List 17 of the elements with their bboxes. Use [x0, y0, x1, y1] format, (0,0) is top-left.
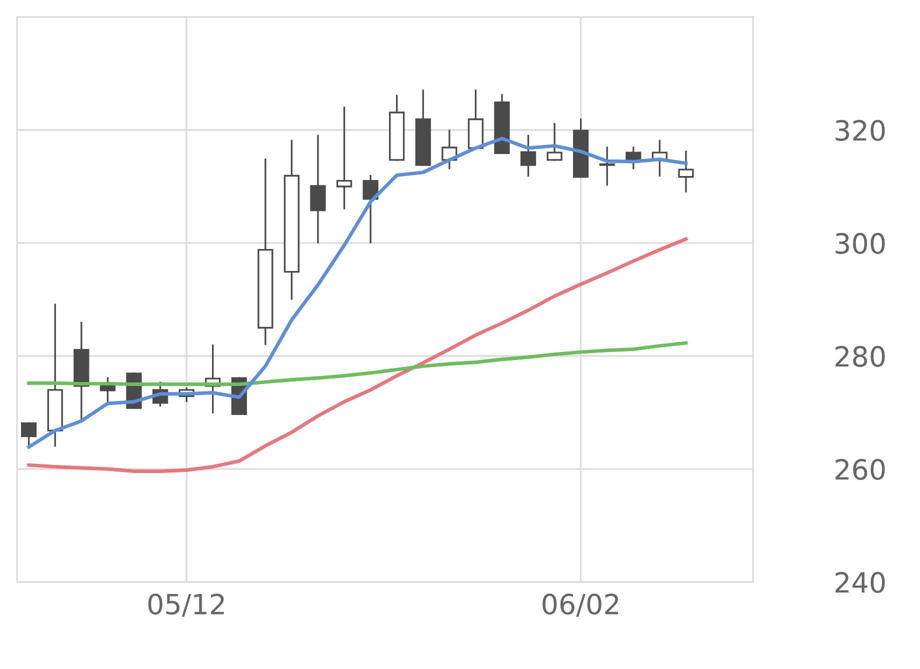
candlestick — [336, 106, 352, 210]
candlestick — [520, 134, 536, 177]
line-series — [27, 136, 688, 449]
x-tick-label: 05/12 — [148, 594, 224, 617]
y-tick-label: 300 — [836, 232, 885, 254]
y-tick-label: 240 — [836, 572, 885, 593]
line-series — [27, 237, 688, 473]
candlestick — [21, 422, 37, 448]
y-tick-label: 320 — [836, 120, 885, 141]
x-tick-label: 06/02 — [542, 594, 618, 617]
y-tick-label: 260 — [836, 458, 885, 480]
candlestick — [678, 150, 694, 192]
line-series — [27, 341, 688, 386]
candlestick — [599, 146, 615, 186]
candlestick — [546, 122, 562, 161]
y-tick-label: 280 — [836, 346, 885, 367]
candlestick — [362, 174, 378, 244]
